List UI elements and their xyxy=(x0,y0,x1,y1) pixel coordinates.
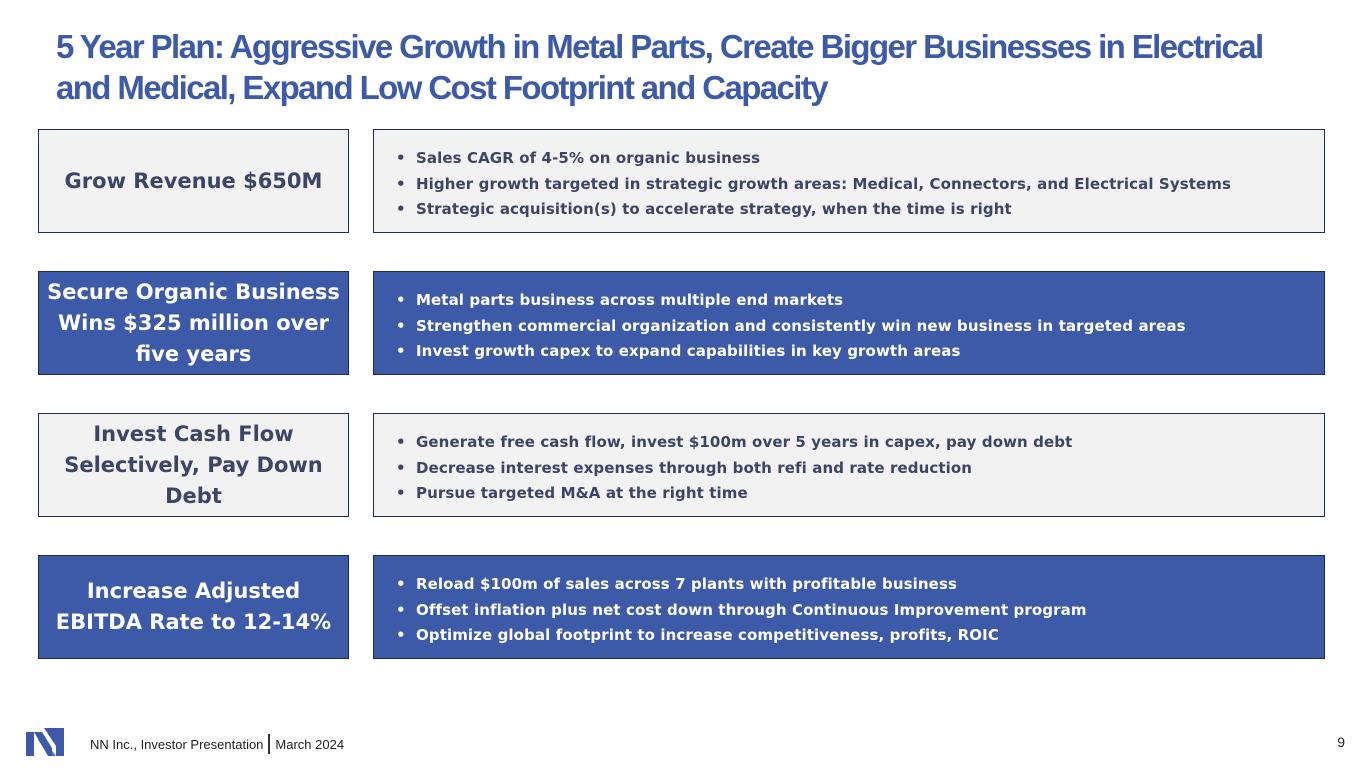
bullet-list: Metal parts business across multiple end… xyxy=(394,288,1324,365)
plan-label-box: Increase Adjusted EBITDA Rate to 12-14% xyxy=(38,555,349,659)
bullet-list: Generate free cash flow, invest $100m ov… xyxy=(394,430,1324,507)
plan-label-box: Grow Revenue $650M xyxy=(38,129,349,233)
plan-row-cash-flow: Invest Cash Flow Selectively, Pay Down D… xyxy=(38,413,1325,517)
bullet-item: Strengthen commercial organization and c… xyxy=(394,314,1324,340)
plan-label-box: Invest Cash Flow Selectively, Pay Down D… xyxy=(38,413,349,517)
page-number: 9 xyxy=(1337,734,1345,750)
plan-detail-box: Generate free cash flow, invest $100m ov… xyxy=(373,413,1325,517)
plan-row-ebitda: Increase Adjusted EBITDA Rate to 12-14% … xyxy=(38,555,1325,659)
bullet-item: Reload $100m of sales across 7 plants wi… xyxy=(394,572,1324,598)
bullet-item: Invest growth capex to expand capabiliti… xyxy=(394,339,1324,365)
plan-detail-box: Sales CAGR of 4-5% on organic business H… xyxy=(373,129,1325,233)
plan-label: Secure Organic Business Wins $325 millio… xyxy=(47,279,340,366)
bullet-item: Offset inflation plus net cost down thro… xyxy=(394,598,1324,624)
bullet-item: Pursue targeted M&A at the right time xyxy=(394,481,1324,507)
footer-date: March 2024 xyxy=(275,736,345,752)
footer-company: NN Inc., Investor Presentation xyxy=(90,736,264,752)
plan-label: Increase Adjusted EBITDA Rate to 12-14% xyxy=(55,579,332,634)
footer-divider xyxy=(268,734,271,754)
plan-label: Invest Cash Flow Selectively, Pay Down D… xyxy=(64,421,323,508)
bullet-item: Metal parts business across multiple end… xyxy=(394,288,1324,314)
bullet-item: Generate free cash flow, invest $100m ov… xyxy=(394,430,1324,456)
plan-row-organic-wins: Secure Organic Business Wins $325 millio… xyxy=(38,271,1325,375)
plan-label-box: Secure Organic Business Wins $325 millio… xyxy=(38,271,349,375)
bullet-item: Optimize global footprint to increase co… xyxy=(394,623,1324,649)
plan-detail-box: Metal parts business across multiple end… xyxy=(373,271,1325,375)
plan-label: Grow Revenue $650M xyxy=(64,168,323,193)
bullet-item: Decrease interest expenses through both … xyxy=(394,456,1324,482)
plan-row-revenue: Grow Revenue $650M Sales CAGR of 4-5% on… xyxy=(38,129,1325,233)
bullet-item: Strategic acquisition(s) to accelerate s… xyxy=(394,197,1324,223)
plan-detail-box: Reload $100m of sales across 7 plants wi… xyxy=(373,555,1325,659)
nn-logo-icon xyxy=(26,728,64,756)
bullet-item: Higher growth targeted in strategic grow… xyxy=(394,172,1324,198)
bullet-item: Sales CAGR of 4-5% on organic business xyxy=(394,146,1324,172)
bullet-list: Reload $100m of sales across 7 plants wi… xyxy=(394,572,1324,649)
footer: NN Inc., Investor Presentation March 202… xyxy=(90,734,344,754)
bullet-list: Sales CAGR of 4-5% on organic business H… xyxy=(394,146,1324,223)
page-title: 5 Year Plan: Aggressive Growth in Metal … xyxy=(56,28,1264,106)
